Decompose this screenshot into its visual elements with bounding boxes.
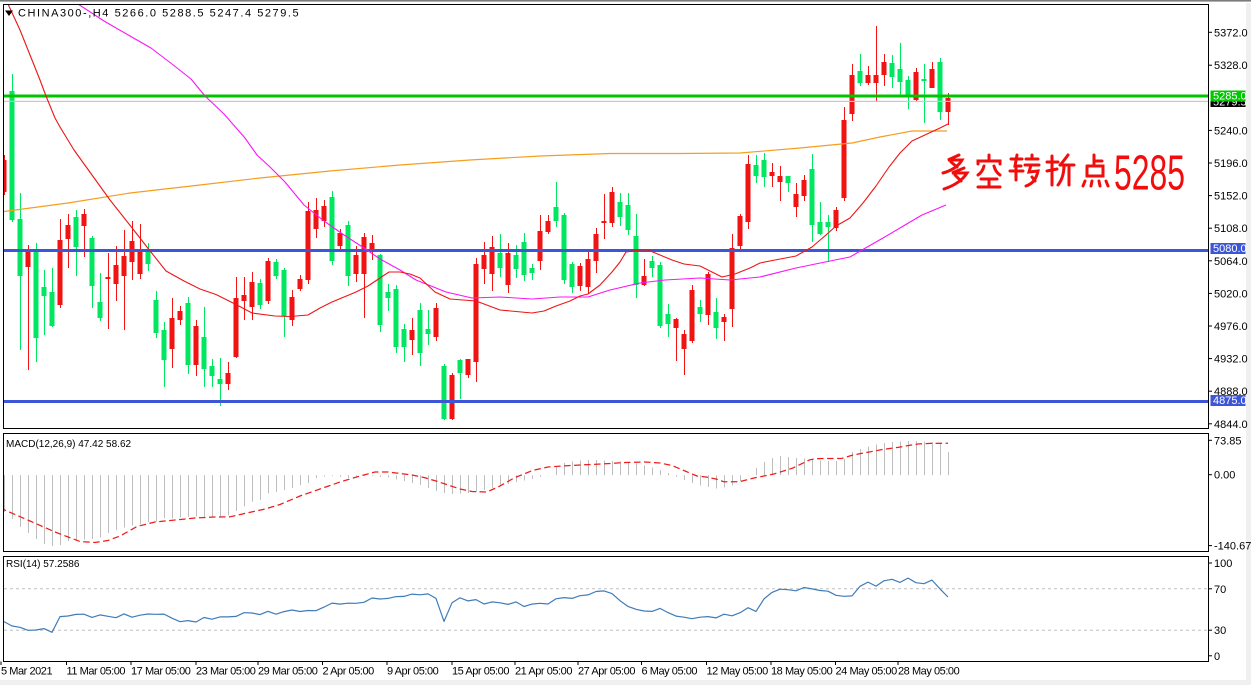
svg-text:5240.0: 5240.0 — [1214, 125, 1248, 137]
svg-text:5372.0: 5372.0 — [1214, 27, 1248, 39]
svg-text:4844.0: 4844.0 — [1214, 419, 1248, 431]
svg-text:5285: 5285 — [1114, 147, 1185, 201]
svg-text:29 Mar 05:00: 29 Mar 05:00 — [258, 666, 318, 678]
svg-text:4875.0: 4875.0 — [1213, 395, 1247, 407]
svg-text:MACD(12,26,9) 47.42 58.62: MACD(12,26,9) 47.42 58.62 — [6, 439, 132, 450]
svg-text:6 May 05:00: 6 May 05:00 — [642, 666, 698, 678]
svg-text:100: 100 — [1214, 558, 1232, 570]
svg-text:-140.67: -140.67 — [1214, 541, 1251, 553]
svg-text:11 Mar 05:00: 11 Mar 05:00 — [67, 666, 126, 678]
svg-text:17 Mar 05:00: 17 Mar 05:00 — [131, 666, 191, 678]
svg-text:2 Apr 05:00: 2 Apr 05:00 — [323, 666, 375, 678]
svg-text:5108.0: 5108.0 — [1214, 223, 1248, 235]
svg-text:5285.0: 5285.0 — [1213, 91, 1247, 103]
svg-text:70: 70 — [1214, 584, 1226, 596]
svg-text:5328.0: 5328.0 — [1214, 60, 1248, 72]
svg-text:18 May 05:00: 18 May 05:00 — [771, 666, 833, 678]
svg-text:30: 30 — [1214, 625, 1226, 637]
svg-text:24 May 05:00: 24 May 05:00 — [836, 666, 898, 678]
svg-text:73.85: 73.85 — [1214, 435, 1242, 447]
svg-text:RSI(14) 57.2586: RSI(14) 57.2586 — [6, 559, 80, 570]
svg-text:5196.0: 5196.0 — [1214, 158, 1248, 170]
svg-text:28 May 05:00: 28 May 05:00 — [898, 666, 960, 678]
svg-text:CHINA300-,H4 5266.0 5288.5 52: CHINA300-,H4 5266.0 5288.5 5247.4 5279.5 — [18, 8, 300, 20]
svg-text:0.00: 0.00 — [1214, 470, 1235, 482]
svg-text:15 Apr 05:00: 15 Apr 05:00 — [452, 666, 509, 678]
svg-text:0: 0 — [1214, 651, 1220, 663]
svg-text:5064.0: 5064.0 — [1214, 256, 1248, 268]
svg-text:23 Mar 05:00: 23 Mar 05:00 — [196, 666, 256, 678]
svg-text:12 May 05:00: 12 May 05:00 — [707, 666, 769, 678]
svg-text:5 Mar 2021: 5 Mar 2021 — [1, 666, 52, 678]
svg-text:27 Apr 05:00: 27 Apr 05:00 — [578, 666, 635, 678]
svg-text:4932.0: 4932.0 — [1214, 354, 1248, 366]
svg-text:5080.0: 5080.0 — [1213, 243, 1247, 255]
svg-text:4976.0: 4976.0 — [1214, 321, 1248, 333]
svg-text:9 Apr 05:00: 9 Apr 05:00 — [387, 666, 439, 678]
svg-text:21 Apr 05:00: 21 Apr 05:00 — [515, 666, 572, 678]
svg-text:5152.0: 5152.0 — [1214, 191, 1248, 203]
svg-text:5020.0: 5020.0 — [1214, 288, 1248, 300]
